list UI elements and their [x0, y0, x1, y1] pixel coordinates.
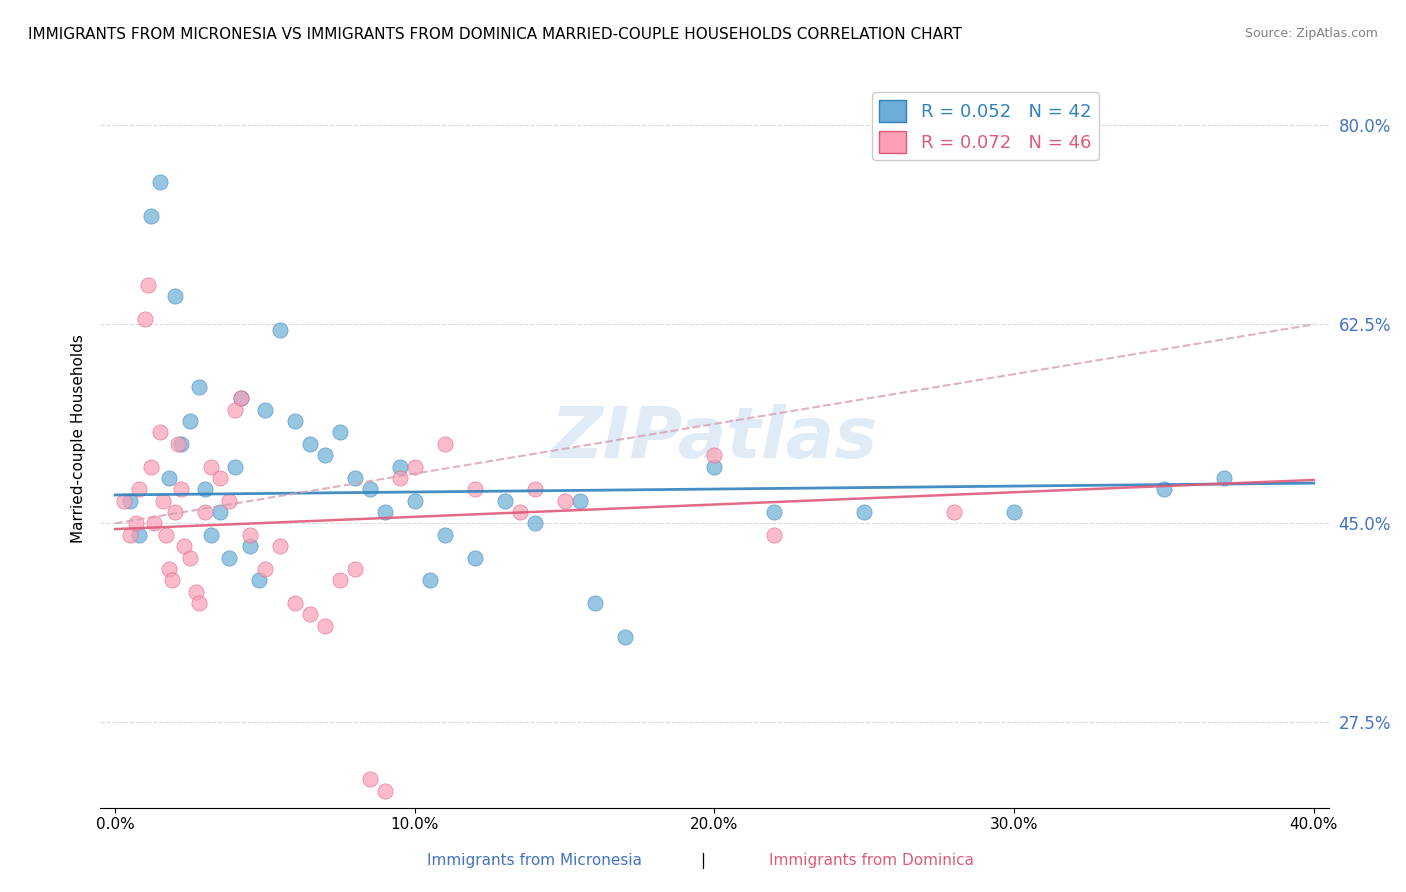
Point	[253, 562, 276, 576]
Point	[128, 528, 150, 542]
Point	[343, 471, 366, 485]
Point	[112, 493, 135, 508]
Point	[359, 772, 381, 787]
Point	[853, 505, 876, 519]
Point	[703, 448, 725, 462]
Point	[218, 550, 240, 565]
Point	[149, 175, 172, 189]
Point	[314, 618, 336, 632]
Point	[314, 448, 336, 462]
Point	[943, 505, 966, 519]
Point	[188, 380, 211, 394]
Point	[208, 471, 231, 485]
Text: |: |	[700, 854, 706, 869]
Point	[269, 539, 291, 553]
Point	[125, 516, 148, 531]
Text: ZIPatlas: ZIPatlas	[551, 403, 879, 473]
Point	[160, 573, 183, 587]
Point	[359, 483, 381, 497]
Point	[763, 505, 786, 519]
Point	[494, 493, 516, 508]
Point	[194, 505, 217, 519]
Point	[149, 425, 172, 440]
Point	[433, 437, 456, 451]
Point	[284, 596, 307, 610]
Point	[224, 402, 246, 417]
Text: Immigrants from Micronesia: Immigrants from Micronesia	[427, 854, 641, 868]
Point	[179, 414, 201, 428]
Point	[139, 459, 162, 474]
Point	[224, 459, 246, 474]
Point	[239, 539, 262, 553]
Point	[1212, 471, 1234, 485]
Point	[404, 459, 426, 474]
Point	[188, 596, 211, 610]
Point	[583, 596, 606, 610]
Point	[298, 607, 321, 622]
Point	[157, 562, 180, 576]
Point	[208, 505, 231, 519]
Point	[134, 311, 156, 326]
Point	[184, 584, 207, 599]
Point	[388, 459, 411, 474]
Point	[554, 493, 576, 508]
Point	[523, 483, 546, 497]
Point	[155, 528, 177, 542]
Point	[229, 392, 252, 406]
Point	[388, 471, 411, 485]
Point	[464, 550, 486, 565]
Y-axis label: Married-couple Households: Married-couple Households	[72, 334, 86, 542]
Point	[128, 483, 150, 497]
Point	[200, 459, 222, 474]
Point	[139, 210, 162, 224]
Point	[298, 437, 321, 451]
Point	[374, 783, 396, 797]
Point	[509, 505, 531, 519]
Point	[247, 573, 270, 587]
Point	[218, 493, 240, 508]
Point	[152, 493, 174, 508]
Point	[703, 459, 725, 474]
Point	[229, 392, 252, 406]
Point	[136, 277, 159, 292]
Point	[269, 323, 291, 337]
Text: IMMIGRANTS FROM MICRONESIA VS IMMIGRANTS FROM DOMINICA MARRIED-COUPLE HOUSEHOLDS: IMMIGRANTS FROM MICRONESIA VS IMMIGRANTS…	[28, 27, 962, 42]
Point	[200, 528, 222, 542]
Point	[253, 402, 276, 417]
Point	[120, 493, 142, 508]
Point	[173, 539, 195, 553]
Point	[194, 483, 217, 497]
Point	[433, 528, 456, 542]
Point	[763, 528, 786, 542]
Point	[170, 483, 193, 497]
Text: Source: ZipAtlas.com: Source: ZipAtlas.com	[1244, 27, 1378, 40]
Point	[329, 573, 352, 587]
Point	[1002, 505, 1025, 519]
Point	[419, 573, 441, 587]
Point	[284, 414, 307, 428]
Point	[120, 528, 142, 542]
Point	[1153, 483, 1175, 497]
Point	[523, 516, 546, 531]
Point	[157, 471, 180, 485]
Point	[404, 493, 426, 508]
Point	[143, 516, 166, 531]
Point	[163, 289, 186, 303]
Point	[613, 630, 636, 644]
Point	[374, 505, 396, 519]
Point	[568, 493, 591, 508]
Point	[170, 437, 193, 451]
Point	[343, 562, 366, 576]
Point	[464, 483, 486, 497]
Point	[163, 505, 186, 519]
Text: Immigrants from Dominica: Immigrants from Dominica	[769, 854, 974, 868]
Point	[239, 528, 262, 542]
Legend: R = 0.052   N = 42, R = 0.072   N = 46: R = 0.052 N = 42, R = 0.072 N = 46	[872, 93, 1098, 160]
Point	[329, 425, 352, 440]
Point	[167, 437, 190, 451]
Point	[179, 550, 201, 565]
